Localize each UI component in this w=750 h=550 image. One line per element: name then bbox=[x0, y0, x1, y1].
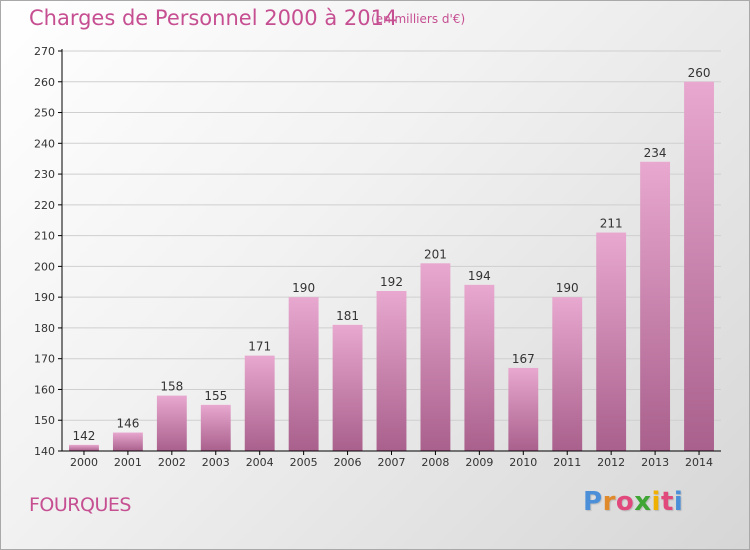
bar-value-label: 167 bbox=[512, 352, 535, 366]
bar-value-label: 146 bbox=[116, 417, 139, 431]
x-tick-label: 2009 bbox=[465, 456, 493, 469]
bar-value-label: 211 bbox=[600, 217, 623, 231]
x-tick-label: 2001 bbox=[114, 456, 142, 469]
bar bbox=[464, 284, 495, 451]
bars bbox=[69, 81, 714, 452]
x-tick-label: 2002 bbox=[158, 456, 186, 469]
chart-subtitle: (en milliers d'€) bbox=[371, 12, 466, 26]
x-tick-label: 2013 bbox=[641, 456, 669, 469]
y-tick-label: 270 bbox=[34, 45, 55, 58]
y-tick-label: 220 bbox=[34, 199, 55, 212]
bar-value-label: 190 bbox=[292, 281, 315, 295]
bar-value-label: 201 bbox=[424, 247, 447, 261]
bar bbox=[112, 432, 143, 451]
place-name: FOURQUES bbox=[29, 494, 131, 516]
y-tick-label: 260 bbox=[34, 76, 55, 89]
bar bbox=[244, 355, 275, 451]
x-tick-label: 2007 bbox=[378, 456, 406, 469]
y-tick-label: 240 bbox=[34, 137, 55, 150]
bar bbox=[508, 367, 539, 451]
bar-value-label: 192 bbox=[380, 275, 403, 289]
x-tick-label: 2014 bbox=[685, 456, 713, 469]
x-tick-label: 2005 bbox=[290, 456, 318, 469]
bar bbox=[420, 263, 451, 451]
labels: 142 146 158 155 171 190 181 192 201 194 167 190 211 2… bbox=[73, 66, 711, 443]
y-tick-label: 170 bbox=[34, 353, 55, 366]
y-tick-label: 160 bbox=[34, 383, 55, 396]
bar-value-label: 142 bbox=[73, 429, 96, 443]
bar bbox=[552, 297, 583, 451]
bar bbox=[376, 291, 407, 451]
x-tick-label: 2008 bbox=[421, 456, 449, 469]
y-tick-label: 140 bbox=[34, 445, 55, 458]
bar-value-label: 181 bbox=[336, 309, 359, 323]
bar-value-label: 194 bbox=[468, 269, 491, 283]
y-tick-label: 230 bbox=[34, 168, 55, 181]
x-tick-label: 2011 bbox=[553, 456, 581, 469]
y-tick-label: 180 bbox=[34, 322, 55, 335]
y-tick-label: 210 bbox=[34, 230, 55, 243]
bar-value-label: 158 bbox=[160, 380, 183, 394]
y-tick-label: 190 bbox=[34, 291, 55, 304]
chart-title: Charges de Personnel 2000 à 2014 bbox=[29, 6, 398, 30]
bar bbox=[596, 232, 627, 451]
proxiti-logo: Proxiti bbox=[583, 487, 684, 517]
x-tick-label: 2003 bbox=[202, 456, 230, 469]
bar-value-label: 260 bbox=[688, 66, 711, 80]
bar bbox=[684, 81, 714, 452]
bar-value-label: 155 bbox=[204, 389, 227, 403]
axes: 140 150 160 170 180 190 200 210 220 230 240 250 260 2… bbox=[34, 45, 721, 469]
bar-value-label: 234 bbox=[644, 146, 667, 160]
x-tick-label: 2010 bbox=[509, 456, 537, 469]
x-tick-label: 2006 bbox=[334, 456, 362, 469]
x-tick-label: 2004 bbox=[246, 456, 274, 469]
x-tick-label: 2000 bbox=[70, 456, 98, 469]
bar bbox=[156, 395, 187, 451]
bar bbox=[200, 404, 231, 451]
bar-value-label: 190 bbox=[556, 281, 579, 295]
bar-value-label: 171 bbox=[248, 340, 271, 354]
y-tick-label: 250 bbox=[34, 107, 55, 120]
bar bbox=[332, 324, 363, 451]
x-tick-label: 2012 bbox=[597, 456, 625, 469]
bar bbox=[69, 444, 99, 451]
bar bbox=[288, 297, 319, 451]
y-tick-label: 150 bbox=[34, 414, 55, 427]
y-tick-label: 200 bbox=[34, 260, 55, 273]
bar bbox=[640, 161, 671, 451]
